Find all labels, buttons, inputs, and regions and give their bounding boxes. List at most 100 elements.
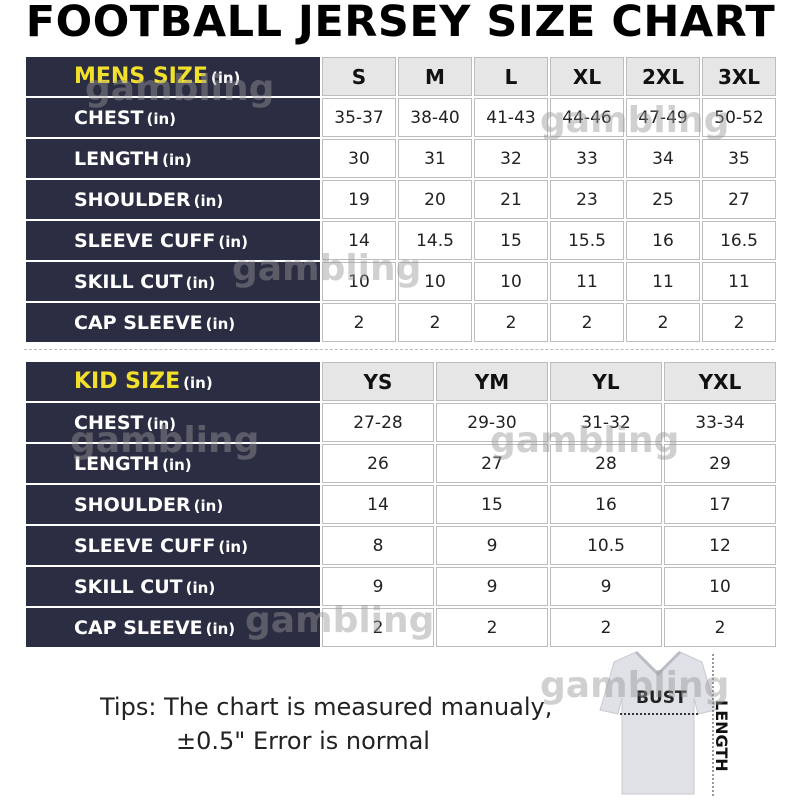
cell: 10.5 xyxy=(550,526,662,565)
cell: 14 xyxy=(322,485,434,524)
cell: 10 xyxy=(474,262,548,301)
size-header: YL xyxy=(550,362,662,401)
size-header: M xyxy=(398,57,472,96)
cell: 31 xyxy=(398,139,472,178)
cell: 2 xyxy=(664,608,776,647)
row-label: SLEEVE CUFF (in) xyxy=(26,221,320,260)
cell: 17 xyxy=(664,485,776,524)
cell: 16 xyxy=(550,485,662,524)
cell: 28 xyxy=(550,444,662,483)
cell: 15.5 xyxy=(550,221,624,260)
size-header: XL xyxy=(550,57,624,96)
cell: 10 xyxy=(398,262,472,301)
bust-label: BUST xyxy=(636,688,687,708)
row-label: SHOULDER (in) xyxy=(26,485,320,524)
mens-size-table: MENS SIZE (in) S M L XL 2XL 3XL CHEST (in)… xyxy=(24,55,778,344)
section-divider xyxy=(24,349,774,350)
cell: 19 xyxy=(322,180,396,219)
table-row: SKILL CUT (in) 10 10 10 11 11 11 xyxy=(26,262,776,301)
cell: 35 xyxy=(702,139,776,178)
cell: 10 xyxy=(664,567,776,606)
cell: 9 xyxy=(322,567,434,606)
size-header: YM xyxy=(436,362,548,401)
row-label: CHEST (in) xyxy=(26,98,320,137)
table-row: SHOULDER (in) 19 20 21 23 25 27 xyxy=(26,180,776,219)
length-label: LENGTH xyxy=(712,700,731,772)
cell: 32 xyxy=(474,139,548,178)
cell: 20 xyxy=(398,180,472,219)
cell: 14 xyxy=(322,221,396,260)
cell: 2 xyxy=(474,303,548,342)
cell: 12 xyxy=(664,526,776,565)
table-row: SLEEVE CUFF (in) 14 14.5 15 15.5 16 16.5 xyxy=(26,221,776,260)
cell: 11 xyxy=(550,262,624,301)
cell: 10 xyxy=(322,262,396,301)
cell: 9 xyxy=(436,567,548,606)
cell: 50-52 xyxy=(702,98,776,137)
table-row: LENGTH (in) 30 31 32 33 34 35 xyxy=(26,139,776,178)
cell: 2 xyxy=(702,303,776,342)
cell: 8 xyxy=(322,526,434,565)
cell: 2 xyxy=(322,303,396,342)
row-label: SHOULDER (in) xyxy=(26,180,320,219)
cell: 15 xyxy=(474,221,548,260)
cell: 9 xyxy=(550,567,662,606)
row-label: CAP SLEEVE (in) xyxy=(26,608,320,647)
cell: 21 xyxy=(474,180,548,219)
page-title: FOOTBALL JERSEY SIZE CHART xyxy=(25,0,776,47)
cell: 25 xyxy=(626,180,700,219)
cell: 2 xyxy=(626,303,700,342)
row-label: SKILL CUT (in) xyxy=(26,567,320,606)
mens-header-label: MENS SIZE (in) xyxy=(26,57,320,96)
cell: 2 xyxy=(550,303,624,342)
cell: 14.5 xyxy=(398,221,472,260)
table-row: CHEST (in) 27-28 29-30 31-32 33-34 xyxy=(26,403,776,442)
cell: 31-32 xyxy=(550,403,662,442)
table-row: CAP SLEEVE (in) 2 2 2 2 xyxy=(26,608,776,647)
size-header: L xyxy=(474,57,548,96)
cell: 41-43 xyxy=(474,98,548,137)
table-row: SKILL CUT (in) 9 9 9 10 xyxy=(26,567,776,606)
cell: 2 xyxy=(322,608,434,647)
kids-size-table: KID SIZE (in) YS YM YL YXL CHEST (in) 27-2… xyxy=(24,360,778,649)
cell: 23 xyxy=(550,180,624,219)
row-label: SKILL CUT (in) xyxy=(26,262,320,301)
cell: 16 xyxy=(626,221,700,260)
cell: 27 xyxy=(436,444,548,483)
cell: 33 xyxy=(550,139,624,178)
cell: 27-28 xyxy=(322,403,434,442)
cell: 44-46 xyxy=(550,98,624,137)
cell: 33-34 xyxy=(664,403,776,442)
size-header: YXL xyxy=(664,362,776,401)
cell: 30 xyxy=(322,139,396,178)
tips-note: Tips: The chart is measured manualy, ±0.… xyxy=(100,690,552,758)
cell: 16.5 xyxy=(702,221,776,260)
table-row: CAP SLEEVE (in) 2 2 2 2 2 2 xyxy=(26,303,776,342)
cell: 2 xyxy=(436,608,548,647)
tips-line-2: ±0.5" Error is normal xyxy=(176,727,430,755)
cell: 2 xyxy=(550,608,662,647)
table-row: SLEEVE CUFF (in) 8 9 10.5 12 xyxy=(26,526,776,565)
cell: 29 xyxy=(664,444,776,483)
cell: 47-49 xyxy=(626,98,700,137)
row-label: CHEST (in) xyxy=(26,403,320,442)
cell: 27 xyxy=(702,180,776,219)
cell: 38-40 xyxy=(398,98,472,137)
kids-header-label: KID SIZE (in) xyxy=(26,362,320,401)
row-label: CAP SLEEVE (in) xyxy=(26,303,320,342)
cell: 9 xyxy=(436,526,548,565)
tips-line-1: Tips: The chart is measured manualy, xyxy=(100,693,553,721)
cell: 34 xyxy=(626,139,700,178)
cell: 2 xyxy=(398,303,472,342)
cell: 15 xyxy=(436,485,548,524)
row-label: LENGTH (in) xyxy=(26,139,320,178)
table-row: SHOULDER (in) 14 15 16 17 xyxy=(26,485,776,524)
cell: 35-37 xyxy=(322,98,396,137)
size-header: 3XL xyxy=(702,57,776,96)
cell: 11 xyxy=(702,262,776,301)
table-row: CHEST (in) 35-37 38-40 41-43 44-46 47-49 … xyxy=(26,98,776,137)
cell: 29-30 xyxy=(436,403,548,442)
cell: 26 xyxy=(322,444,434,483)
size-header: S xyxy=(322,57,396,96)
row-label: SLEEVE CUFF (in) xyxy=(26,526,320,565)
